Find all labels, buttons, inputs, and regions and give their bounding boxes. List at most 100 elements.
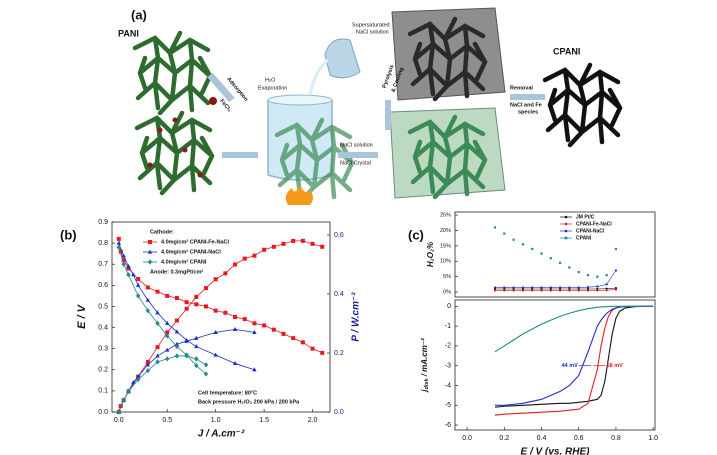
marker bbox=[135, 293, 141, 299]
annotation: Back pressure H₂/O₂ 200 kPa / 200 kPa bbox=[198, 399, 300, 405]
marker bbox=[203, 362, 209, 368]
marker bbox=[540, 289, 543, 292]
x-tick-label: 0.5 bbox=[162, 417, 172, 424]
x-tick-label: 1.0 bbox=[211, 417, 221, 424]
x-tick-label: 0.0 bbox=[114, 417, 124, 424]
beaker-rim bbox=[267, 94, 333, 106]
marker bbox=[493, 287, 497, 291]
label: NaCl Crystal bbox=[340, 160, 371, 166]
y2-tick-label: 0.4 bbox=[334, 291, 344, 298]
marker bbox=[252, 321, 257, 326]
x-tick-label: 0.0 bbox=[462, 435, 472, 442]
marker bbox=[549, 257, 552, 260]
marker bbox=[559, 261, 562, 264]
label: H₂O bbox=[265, 77, 276, 83]
marker bbox=[521, 286, 525, 289]
marker bbox=[252, 329, 257, 334]
marker bbox=[281, 331, 286, 336]
marker bbox=[568, 289, 571, 292]
label: species bbox=[518, 109, 538, 115]
marker bbox=[126, 263, 131, 268]
label: Evaporation bbox=[258, 85, 287, 91]
marker bbox=[300, 340, 305, 345]
marker bbox=[614, 286, 618, 290]
y-tick-label: 0.3 bbox=[98, 346, 108, 353]
y-axis-label: E / V bbox=[76, 303, 88, 329]
marker bbox=[213, 308, 218, 313]
marker bbox=[145, 285, 150, 290]
marker bbox=[136, 277, 141, 281]
marker bbox=[493, 226, 497, 229]
y-tick-label: 0.5 bbox=[98, 303, 108, 310]
marker bbox=[521, 243, 525, 246]
label: NaCl solution bbox=[340, 142, 373, 148]
marker bbox=[213, 277, 218, 282]
y-tick-label: 0.0 bbox=[98, 409, 108, 416]
x-axis-label: J / A.cm⁻² bbox=[198, 429, 245, 440]
marker bbox=[549, 286, 552, 289]
panel-label: (a) bbox=[131, 7, 147, 22]
marker bbox=[165, 320, 170, 325]
marker bbox=[203, 286, 208, 291]
x-tick-label: 0.6 bbox=[574, 435, 584, 442]
marker bbox=[174, 329, 180, 334]
curve bbox=[494, 305, 654, 416]
schematic: (a) PANI Adsorption FeCl₃ H₂O Evaporatio… bbox=[118, 7, 620, 205]
y-tick-label: 10% bbox=[440, 259, 451, 265]
marker bbox=[194, 335, 199, 340]
marker bbox=[512, 238, 515, 241]
curve bbox=[495, 227, 616, 276]
curve bbox=[495, 305, 654, 406]
marker bbox=[174, 343, 180, 350]
marker bbox=[116, 244, 121, 250]
marker bbox=[174, 318, 179, 323]
marker bbox=[126, 388, 131, 394]
marker bbox=[131, 272, 136, 277]
fecl3-dot bbox=[209, 97, 217, 105]
curve bbox=[118, 238, 323, 354]
marker bbox=[262, 247, 267, 252]
curve bbox=[118, 240, 323, 413]
label: NaCl and Fe bbox=[510, 102, 542, 108]
marker bbox=[540, 252, 543, 255]
marker bbox=[155, 345, 160, 350]
y-tick-label: 0.9 bbox=[98, 219, 108, 226]
marker bbox=[512, 287, 515, 291]
label: CPANI bbox=[553, 46, 580, 56]
marker bbox=[174, 341, 180, 346]
marker bbox=[605, 289, 608, 292]
y-tick-label: -2 bbox=[445, 343, 451, 350]
marker bbox=[605, 274, 608, 277]
x-tick-label: 0.8 bbox=[611, 435, 621, 442]
marker bbox=[577, 270, 580, 274]
marker bbox=[242, 317, 247, 322]
marker bbox=[521, 289, 525, 292]
marker bbox=[503, 287, 506, 291]
marker bbox=[252, 367, 257, 372]
marker bbox=[577, 289, 580, 292]
marker bbox=[568, 286, 571, 289]
marker bbox=[121, 258, 126, 262]
marker bbox=[145, 308, 151, 314]
y-tick-label: 0.1 bbox=[98, 388, 108, 395]
marker bbox=[512, 286, 515, 289]
marker bbox=[194, 356, 199, 362]
marker bbox=[559, 287, 562, 291]
marker bbox=[131, 380, 136, 385]
marker bbox=[252, 253, 257, 258]
pitcher bbox=[324, 38, 361, 79]
y-axis-label-main: j bbox=[420, 389, 429, 393]
marker bbox=[145, 297, 151, 302]
marker bbox=[310, 241, 315, 246]
annotation: Anode: 0.3mgPt/cm² bbox=[150, 268, 203, 275]
cpani-lattice bbox=[545, 65, 620, 145]
legend-marker bbox=[147, 259, 153, 265]
marker bbox=[233, 262, 238, 267]
curve bbox=[495, 289, 616, 291]
annotation: Cell temperature: 80°C bbox=[198, 390, 257, 396]
legend-label: CPANI-Fe-NaCl bbox=[576, 221, 612, 227]
y-tick-label: 15% bbox=[440, 243, 451, 249]
marker bbox=[586, 274, 590, 277]
marker bbox=[291, 336, 296, 341]
x-tick-label: 2.0 bbox=[308, 417, 318, 424]
